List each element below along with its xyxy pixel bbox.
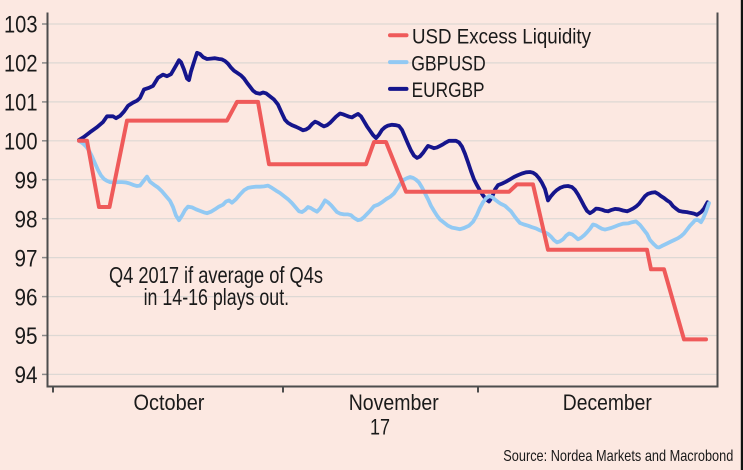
svg-text:USD Excess Liquidity: USD Excess Liquidity <box>412 24 591 48</box>
svg-text:GBPUSD: GBPUSD <box>411 51 486 75</box>
svg-text:November: November <box>349 390 439 415</box>
svg-text:December: December <box>563 390 652 415</box>
svg-text:101: 101 <box>4 90 38 117</box>
svg-text:98: 98 <box>15 206 38 233</box>
svg-text:October: October <box>134 390 205 415</box>
svg-text:95: 95 <box>15 323 38 350</box>
svg-text:99: 99 <box>15 167 38 194</box>
svg-text:17: 17 <box>370 414 390 439</box>
svg-text:102: 102 <box>4 51 38 78</box>
svg-text:97: 97 <box>15 245 38 272</box>
svg-text:Source: Nordea Markets and Mac: Source: Nordea Markets and Macrobond <box>503 448 733 465</box>
svg-text:94: 94 <box>15 362 38 389</box>
svg-text:in 14-16 plays out.: in 14-16 plays out. <box>144 284 290 310</box>
svg-text:Q4 2017 if average of Q4s: Q4 2017 if average of Q4s <box>109 262 323 288</box>
svg-text:100: 100 <box>4 129 38 156</box>
svg-text:96: 96 <box>15 284 38 311</box>
svg-text:103: 103 <box>4 12 38 39</box>
svg-text:EURGBP: EURGBP <box>412 78 485 102</box>
